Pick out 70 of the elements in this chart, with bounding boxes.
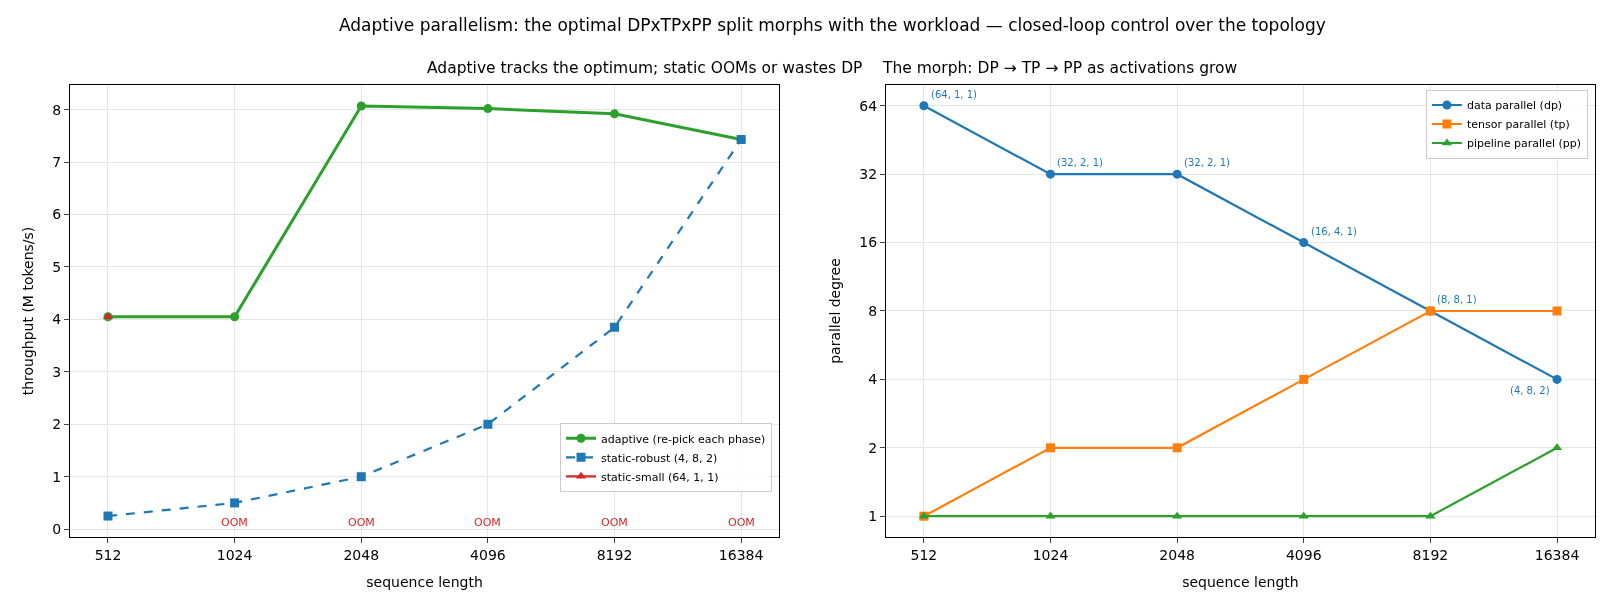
text: Adaptive parallelism: the optimal DPxTPxPP split morphs with the workload — closed-loop control over the topology <box>339 15 1326 35</box>
y-tick-label: 1 <box>52 468 62 485</box>
x-tick-label: 8192 <box>596 546 633 563</box>
y-tick-label: 6 <box>52 206 62 223</box>
y-tick-label: 8 <box>52 101 62 118</box>
y-axis-title: throughput (M tokens/s) <box>19 226 36 396</box>
annotation: (32, 2, 1) <box>1057 157 1104 168</box>
point <box>1046 169 1055 179</box>
point <box>483 419 493 429</box>
x-tick-label: 4096 <box>1285 546 1322 563</box>
y-tick-label: 0 <box>52 521 62 538</box>
x-tick-label: 1024 <box>216 546 253 563</box>
y-tick-label: 16 <box>859 234 878 251</box>
point <box>610 322 620 332</box>
annotation: OOM <box>728 516 755 529</box>
point <box>919 101 929 111</box>
annotation: OOM <box>348 516 375 529</box>
point <box>610 109 620 119</box>
y-tick-label: 4 <box>52 311 62 328</box>
y-tick-label: 2 <box>868 439 878 456</box>
legend-label: static-small (64, 1, 1) <box>601 470 719 484</box>
annotation: (4, 8, 2) <box>1510 385 1550 396</box>
x-tick-label: 16384 <box>1534 546 1580 563</box>
x-tick-label: 2048 <box>343 546 380 563</box>
annotation: OOM <box>474 516 501 529</box>
x-tick-label: 4096 <box>470 546 506 563</box>
y-tick-label: 5 <box>52 258 62 275</box>
point <box>1299 374 1309 384</box>
x-axis-title: sequence length <box>1182 574 1299 591</box>
point <box>1299 238 1309 248</box>
legend-label: adaptive (re-pick each phase) <box>601 432 766 446</box>
point <box>103 511 113 521</box>
y-tick-label: 4 <box>868 371 878 388</box>
y-tick-label: 2 <box>52 416 62 433</box>
annotation: (16, 4, 1) <box>1311 226 1358 237</box>
legend-label: pipeline parallel (pp) <box>1466 137 1582 151</box>
x-tick-label: 8192 <box>1412 546 1449 563</box>
annotation: OOM <box>601 516 628 529</box>
y-tick-label: 7 <box>52 153 62 170</box>
y-tick-label: 1 <box>868 508 878 525</box>
point <box>230 498 240 508</box>
chart-title: Adaptive tracks the optimum; static OOMs or wastes DP <box>427 59 863 77</box>
legend-label: data parallel (dp) <box>1466 99 1563 113</box>
point <box>356 472 366 482</box>
point <box>1552 374 1562 384</box>
y-axis-title: parallel degree <box>826 258 843 364</box>
y-tick-label: 8 <box>868 302 878 319</box>
point <box>1172 443 1182 453</box>
x-tick-label: 512 <box>94 546 122 563</box>
chart-title: The morph: DP → TP → PP as activations grow <box>882 59 1238 77</box>
point <box>1552 306 1562 316</box>
y-tick-label: 64 <box>859 97 878 114</box>
point <box>356 101 366 111</box>
y-tick-label: 3 <box>52 363 62 380</box>
point <box>1045 443 1055 453</box>
point <box>483 104 493 114</box>
annotation: (8, 8, 1) <box>1437 294 1477 305</box>
legend-label: tensor parallel (tp) <box>1466 118 1570 132</box>
point <box>230 312 240 322</box>
x-tick-label: 16384 <box>718 546 764 563</box>
x-axis-title: sequence length <box>366 574 483 591</box>
annotation: (32, 2, 1) <box>1184 157 1231 168</box>
y-tick-label: 32 <box>859 166 878 183</box>
annotation: OOM <box>221 516 248 529</box>
point <box>1172 169 1182 179</box>
legend-label: static-robust (4, 8, 2) <box>601 451 718 465</box>
x-tick-label: 2048 <box>1159 546 1195 563</box>
annotation: (64, 1, 1) <box>931 89 978 100</box>
x-tick-label: 1024 <box>1032 546 1069 563</box>
x-tick-label: 512 <box>910 546 938 563</box>
